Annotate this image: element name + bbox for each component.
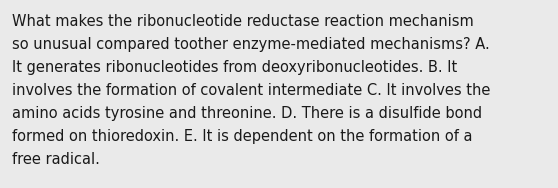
Text: It generates ribonucleotides from deoxyribonucleotides. B. It: It generates ribonucleotides from deoxyr… (12, 60, 457, 75)
Text: free radical.: free radical. (12, 152, 100, 167)
Text: formed on thioredoxin. E. It is dependent on the formation of a: formed on thioredoxin. E. It is dependen… (12, 129, 473, 144)
Text: so unusual compared toother enzyme-mediated mechanisms? A.: so unusual compared toother enzyme-media… (12, 37, 490, 52)
Text: involves the formation of covalent intermediate C. It involves the: involves the formation of covalent inter… (12, 83, 490, 98)
Text: What makes the ribonucleotide reductase reaction mechanism: What makes the ribonucleotide reductase … (12, 14, 474, 29)
Text: amino acids tyrosine and threonine. D. There is a disulfide bond: amino acids tyrosine and threonine. D. T… (12, 106, 482, 121)
